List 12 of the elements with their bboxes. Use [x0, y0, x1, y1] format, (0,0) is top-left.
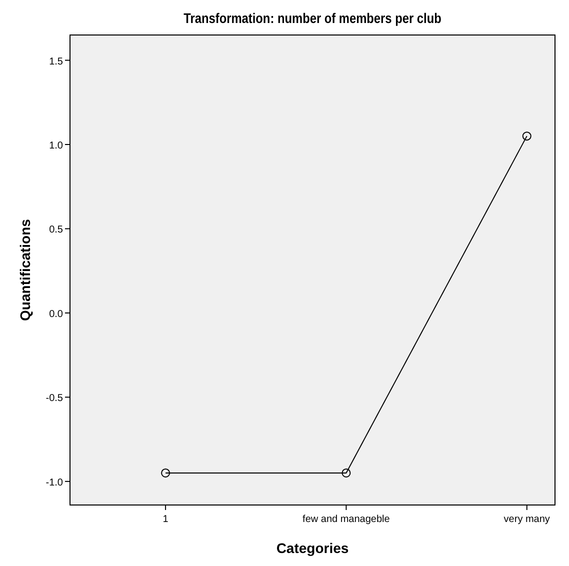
- y-tick-label: 1.5: [49, 56, 64, 68]
- y-tick-label: -1.0: [46, 477, 64, 488]
- x-axis-title: Categories: [276, 540, 349, 556]
- y-tick-label: 0.0: [49, 308, 64, 320]
- x-tick-label: 1: [162, 514, 169, 525]
- y-tick-label: 0.5: [49, 224, 64, 236]
- x-tick-label: very many: [504, 514, 550, 525]
- chart-title: Transformation: number of members per club: [184, 10, 442, 26]
- y-tick-label: -0.5: [46, 393, 64, 404]
- x-tick-label: few and manageble: [302, 514, 390, 525]
- y-tick-label: 1.0: [49, 140, 64, 152]
- y-axis-title: Quantifications: [17, 218, 33, 321]
